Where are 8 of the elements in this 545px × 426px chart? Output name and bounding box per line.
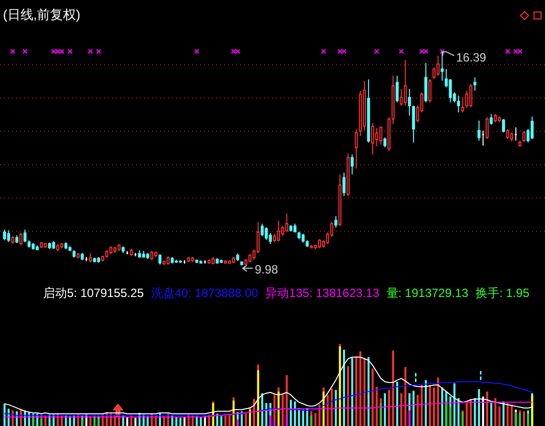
text: 量: 1913729.13 xyxy=(386,286,469,300)
text: 异动135: 1381623.13 xyxy=(265,286,380,300)
text: 洗盘40: 1873888.00 xyxy=(150,286,258,300)
text: 启动5: 1079155.25 xyxy=(43,286,144,300)
annotation: 16.39 xyxy=(456,50,487,65)
chart-title: (日线,前复权) xyxy=(3,7,80,22)
text: 换手: 1.95 xyxy=(475,286,530,300)
annotation: 9.98 xyxy=(254,262,278,276)
